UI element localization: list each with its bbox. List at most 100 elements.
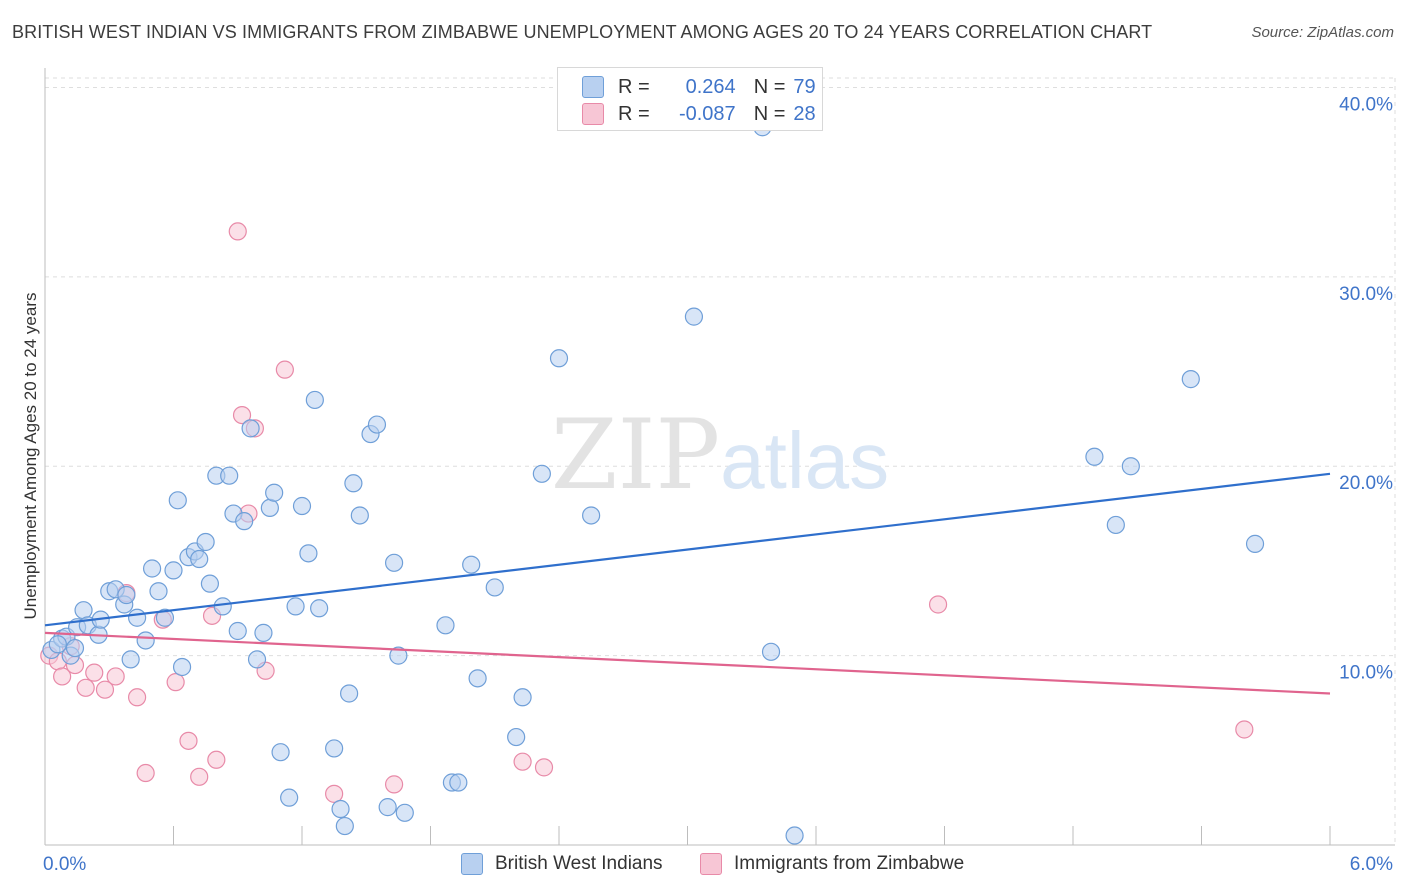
data-point [335, 816, 354, 836]
legend-row-blue: R = 0.264 N = 79 [582, 74, 816, 100]
data-point [325, 739, 344, 758]
legend-r-label: R = [618, 75, 650, 98]
chart-title: BRITISH WEST INDIAN VS IMMIGRANTS FROM Z… [12, 22, 1153, 42]
legend-swatch-blue [461, 853, 483, 875]
x-tick-label: 6.0% [1350, 854, 1393, 875]
data-point [513, 688, 532, 707]
data-point [582, 506, 601, 525]
series-immigrants-from-zimbabwe [40, 222, 1254, 803]
data-point [207, 750, 226, 769]
data-point [1121, 457, 1140, 476]
data-point [74, 601, 93, 620]
data-point [1245, 534, 1265, 553]
axes [44, 68, 1395, 846]
tick-labels: 10.0% 20.0% 30.0% 40.0% 0.0% 6.0% [43, 94, 1393, 875]
legend-r-value: 0.264 [685, 75, 736, 98]
data-point [395, 803, 414, 822]
x-tick-label: 0.0% [43, 854, 86, 875]
data-point [1106, 515, 1125, 535]
y-axis-label: Unemployment Among Ages 20 to 24 years [21, 293, 40, 620]
data-point [344, 474, 363, 493]
data-point [190, 549, 209, 569]
data-point [65, 638, 85, 658]
data-point [534, 758, 554, 777]
legend-n-label: N = [753, 75, 786, 98]
data-point [213, 597, 232, 616]
y-tick-label: 30.0% [1339, 284, 1393, 305]
data-point [384, 775, 404, 794]
data-point [168, 491, 187, 510]
data-point [507, 727, 526, 747]
data-point [299, 544, 318, 563]
legend-n-value: 28 [793, 102, 816, 125]
data-point [220, 466, 239, 485]
legend-r-label: R = [618, 102, 650, 125]
data-point [1085, 447, 1104, 466]
data-point [785, 826, 804, 845]
data-point [928, 595, 948, 614]
data-point [305, 390, 324, 410]
data-point [155, 608, 175, 627]
watermark: ZIPatlas [551, 399, 889, 511]
data-point [127, 608, 147, 627]
data-point [389, 646, 408, 665]
data-point [275, 360, 294, 379]
data-point [549, 349, 569, 368]
data-point [247, 650, 267, 669]
data-point [1181, 370, 1200, 389]
data-point [271, 743, 290, 762]
data-point [164, 561, 183, 580]
series-british-west-indians [42, 118, 1265, 845]
trend-lines [44, 472, 1331, 695]
data-point [48, 635, 67, 654]
data-point [95, 680, 115, 699]
y-tick-label: 20.0% [1339, 473, 1393, 494]
legend-label: Immigrants from Zimbabwe [734, 853, 965, 874]
data-point [265, 483, 284, 502]
data-point [532, 464, 551, 483]
data-point [280, 788, 299, 807]
data-point [325, 784, 344, 803]
data-point [127, 688, 147, 707]
legend-swatch-pink [582, 103, 604, 125]
legend-n-label: N = [753, 102, 786, 125]
legend-row-pink: R = -0.087 N = 28 [582, 101, 816, 127]
data-point [136, 763, 155, 783]
trend-line [44, 472, 1331, 627]
data-point [235, 512, 254, 531]
y-tick-label: 10.0% [1339, 663, 1393, 684]
data-point [76, 678, 95, 697]
data-point [485, 578, 504, 597]
data-point [350, 506, 369, 525]
data-point [149, 582, 168, 601]
data-point [228, 222, 247, 241]
data-point [200, 574, 220, 593]
data-point [172, 657, 192, 677]
data-point [241, 419, 260, 438]
data-point [384, 553, 404, 572]
data-point [166, 673, 185, 692]
data-point [232, 406, 252, 425]
data-point [340, 684, 359, 703]
data-point [254, 623, 273, 642]
legend-swatch-blue [582, 76, 604, 98]
data-point [436, 616, 455, 635]
data-point [449, 773, 468, 792]
data-point [286, 597, 305, 616]
y-tick-label: 40.0% [1339, 94, 1393, 115]
legend-swatch-pink [700, 853, 722, 875]
data-point [106, 667, 125, 686]
data-point [121, 650, 140, 669]
data-point [378, 798, 397, 817]
data-point [196, 532, 215, 552]
data-point [761, 642, 781, 661]
legend-item-british-west-indians[interactable]: British West Indians [461, 851, 663, 877]
data-point [190, 767, 209, 786]
data-point [310, 599, 329, 618]
legend-item-immigrants-from-zimbabwe[interactable]: Immigrants from Zimbabwe [700, 851, 964, 877]
data-point [292, 496, 312, 516]
legend-label: British West Indians [495, 853, 663, 874]
data-point [367, 415, 387, 434]
data-point [513, 752, 532, 771]
